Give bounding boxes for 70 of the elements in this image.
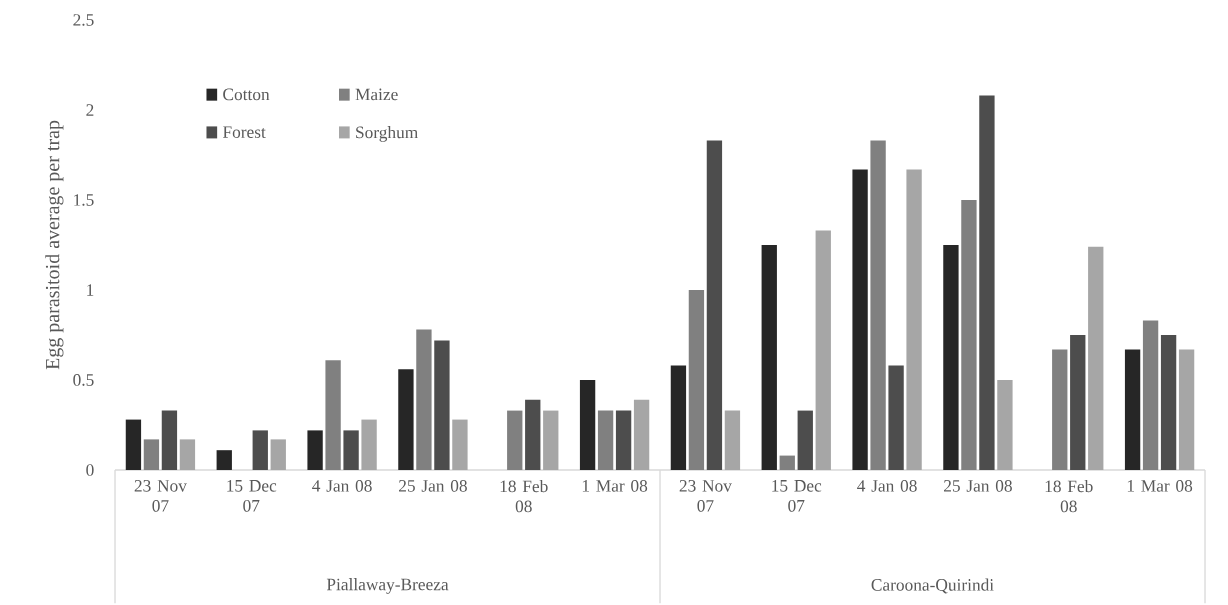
x-tick-label: 25 Jan 08	[944, 480, 1012, 492]
bar	[579, 379, 596, 470]
bar	[724, 410, 741, 470]
bar	[216, 450, 232, 470]
bar	[343, 430, 359, 470]
bar	[688, 289, 705, 470]
y-tick-label: 0.5	[73, 374, 94, 386]
x-tick-label: 25 Jan 08	[399, 480, 467, 492]
bar	[143, 439, 160, 470]
bar	[416, 329, 432, 470]
x-tick-label: 4 Jan 08	[857, 480, 917, 492]
bar	[961, 199, 977, 470]
bar	[815, 230, 831, 470]
bar	[779, 455, 795, 470]
bar	[852, 169, 868, 470]
bar	[761, 244, 777, 470]
bar	[125, 419, 142, 470]
legend-label: Forest	[222, 126, 266, 138]
x-tick-label: 15 Dec 07	[227, 480, 277, 512]
bar	[1178, 349, 1195, 470]
bar	[161, 410, 178, 470]
bar	[997, 379, 1013, 470]
y-tick-label: 0	[86, 464, 94, 476]
text: Caroona-Quirindi	[871, 578, 994, 594]
bar	[1088, 246, 1104, 470]
bar	[398, 369, 414, 470]
x-tick-label: 18 Feb 08	[500, 480, 548, 513]
text: Piallaway-Breeza	[326, 578, 449, 594]
x-tick-label: 1 Mar 08	[582, 480, 648, 492]
bar	[525, 399, 541, 470]
bar	[179, 439, 196, 470]
bar	[979, 95, 995, 470]
bar	[615, 410, 632, 470]
bar	[452, 419, 468, 470]
legend-label: Cotton	[223, 88, 270, 101]
bar	[1124, 349, 1141, 470]
bar	[1142, 320, 1159, 470]
bar	[888, 365, 904, 470]
bar	[706, 140, 723, 470]
bar	[670, 365, 687, 470]
x-tick-label: 23 Nov 07	[134, 480, 187, 512]
x-tick-label: 1 Mar 08	[1127, 480, 1193, 492]
bar	[270, 439, 286, 470]
x-tick-label: 4 Jan 08	[312, 480, 372, 492]
bar	[507, 410, 523, 470]
x-tick-label: 23 Nov 07	[679, 480, 732, 512]
y-tick-label: 2.5	[73, 14, 94, 26]
legend-label: Sorghum	[356, 126, 418, 142]
bar	[361, 419, 377, 470]
bar	[943, 244, 959, 470]
bar	[252, 430, 268, 470]
bar	[797, 410, 813, 470]
bar	[597, 410, 614, 470]
x-tick-label: 18 Feb 08	[1045, 480, 1093, 513]
bar	[434, 340, 450, 470]
bar	[906, 169, 922, 470]
bar	[543, 410, 559, 470]
bar	[1052, 349, 1068, 470]
x-tick-label: 15 Dec 07	[772, 480, 822, 512]
y-tick-label: 2	[86, 104, 94, 116]
bar	[307, 430, 323, 470]
y-tick-label: 1	[87, 284, 94, 296]
bar	[633, 399, 650, 470]
bar	[1160, 334, 1177, 470]
y-tick-label: 1.5	[74, 194, 94, 206]
bar	[1070, 334, 1086, 470]
bar	[870, 140, 886, 470]
bar	[325, 360, 341, 470]
y-axis-title: Egg parasitoid average per trap	[45, 120, 64, 370]
legend-label: Maize	[355, 88, 398, 101]
